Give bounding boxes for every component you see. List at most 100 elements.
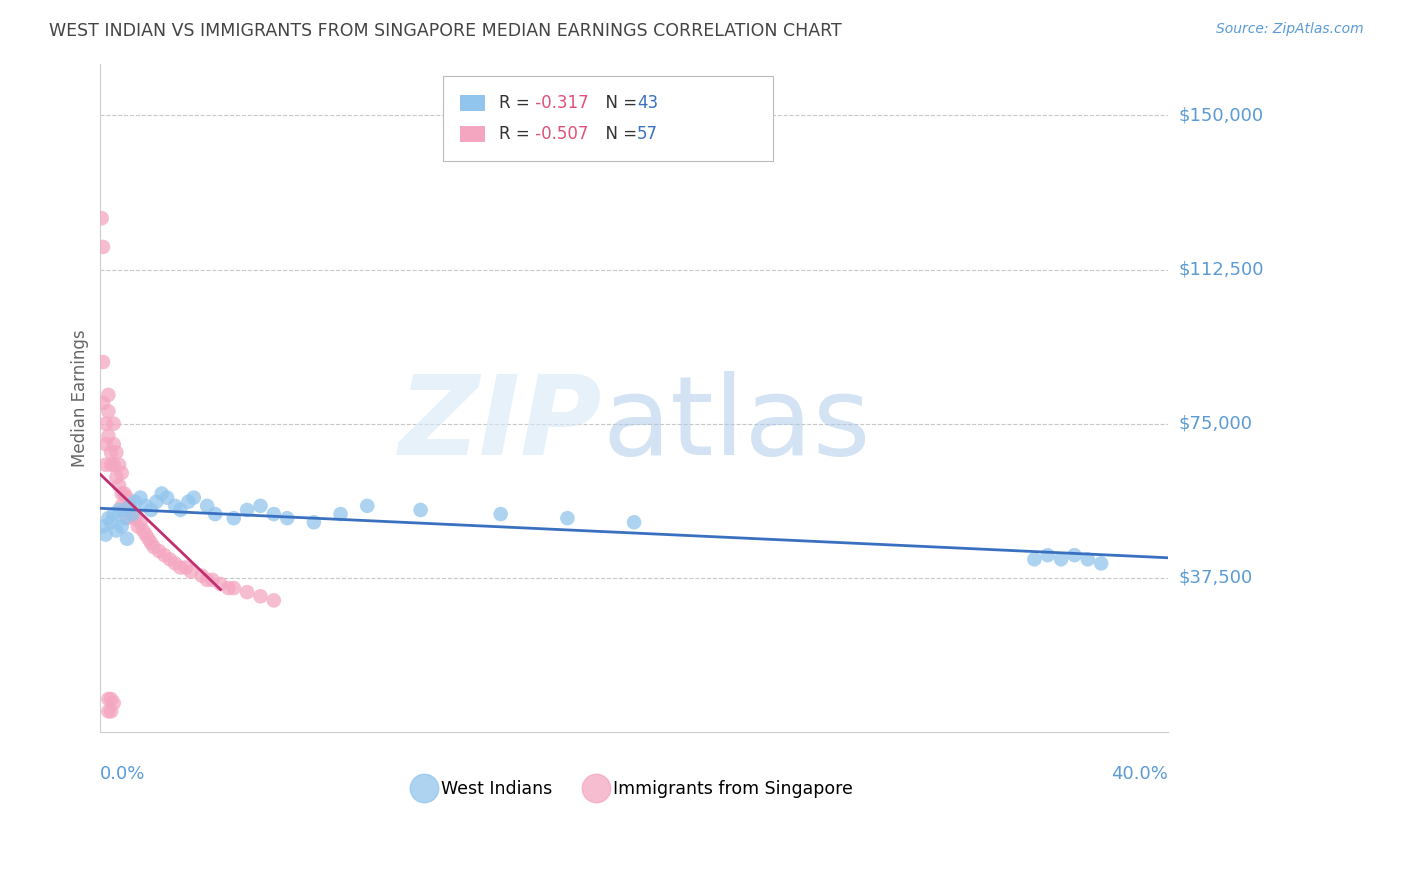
Point	[150, 486, 173, 500]
Point	[103, 507, 125, 521]
Text: 40.0%: 40.0%	[1111, 765, 1168, 783]
Text: N =: N =	[595, 125, 643, 143]
Text: N =: N =	[595, 94, 643, 112]
Text: 57: 57	[637, 125, 658, 143]
Point	[623, 516, 645, 530]
Text: ZIP: ZIP	[398, 371, 602, 478]
Point	[105, 470, 128, 484]
Point	[111, 466, 134, 480]
Point	[201, 573, 224, 587]
Point	[165, 557, 187, 571]
Y-axis label: Median Earnings: Median Earnings	[72, 329, 89, 467]
Point	[191, 568, 214, 582]
Text: WEST INDIAN VS IMMIGRANTS FROM SINGAPORE MEDIAN EARNINGS CORRELATION CHART: WEST INDIAN VS IMMIGRANTS FROM SINGAPORE…	[49, 22, 842, 40]
Point	[97, 511, 120, 525]
Point	[169, 560, 191, 574]
Point	[1036, 548, 1059, 562]
Point	[169, 503, 191, 517]
Point	[222, 511, 245, 525]
Text: -0.317: -0.317	[530, 94, 589, 112]
Point	[249, 589, 271, 603]
Point	[183, 491, 205, 505]
Point	[111, 499, 134, 513]
Point	[103, 458, 125, 472]
Point	[91, 355, 114, 369]
Point	[263, 593, 285, 607]
Point	[111, 519, 134, 533]
Text: $112,500: $112,500	[1180, 260, 1264, 278]
Text: R =: R =	[499, 94, 536, 112]
Legend: West Indians, Immigrants from Singapore: West Indians, Immigrants from Singapore	[411, 775, 858, 804]
Text: $75,000: $75,000	[1180, 415, 1253, 433]
Point	[180, 565, 202, 579]
Point	[91, 396, 114, 410]
Point	[108, 478, 131, 492]
Point	[489, 507, 512, 521]
Point	[115, 532, 138, 546]
Point	[129, 491, 152, 505]
Point	[159, 552, 181, 566]
Point	[97, 692, 120, 706]
Point	[222, 581, 245, 595]
Point	[97, 388, 120, 402]
Point	[100, 704, 122, 718]
Point	[124, 495, 146, 509]
Point	[209, 577, 232, 591]
Point	[121, 507, 143, 521]
Text: $37,500: $37,500	[1180, 569, 1253, 587]
Text: $150,000: $150,000	[1180, 106, 1264, 124]
Point	[115, 511, 138, 525]
Point	[1063, 548, 1085, 562]
Point	[195, 573, 218, 587]
Point	[118, 499, 141, 513]
Point	[129, 516, 152, 530]
Point	[195, 499, 218, 513]
Point	[91, 519, 114, 533]
Point	[329, 507, 352, 521]
Point	[100, 445, 122, 459]
Point	[409, 503, 432, 517]
Point	[356, 499, 378, 513]
Text: -0.507: -0.507	[530, 125, 589, 143]
Point	[145, 495, 167, 509]
Point	[124, 511, 146, 525]
Text: 43: 43	[637, 94, 658, 112]
Point	[204, 507, 226, 521]
Point	[108, 458, 131, 472]
Point	[94, 527, 117, 541]
Point	[153, 548, 176, 562]
Point	[100, 458, 122, 472]
Point	[112, 503, 135, 517]
Point	[105, 524, 128, 538]
Point	[177, 495, 200, 509]
Point	[94, 417, 117, 431]
Point	[1024, 552, 1046, 566]
Point	[127, 519, 149, 533]
Point	[236, 503, 259, 517]
Text: atlas: atlas	[602, 371, 870, 478]
Point	[118, 499, 141, 513]
Text: R =: R =	[499, 125, 536, 143]
Point	[97, 429, 120, 443]
Point	[111, 486, 134, 500]
Point	[276, 511, 298, 525]
Point	[90, 211, 112, 226]
Point	[108, 503, 131, 517]
Point	[100, 692, 122, 706]
Point	[1077, 552, 1099, 566]
Point	[135, 499, 157, 513]
Point	[112, 511, 135, 525]
Point	[103, 696, 125, 710]
Point	[148, 544, 170, 558]
Point	[138, 532, 160, 546]
Point	[94, 458, 117, 472]
Point	[115, 491, 138, 505]
Point	[100, 516, 122, 530]
Point	[217, 581, 239, 595]
Point	[105, 445, 128, 459]
Point	[103, 417, 125, 431]
Point	[236, 585, 259, 599]
Point	[121, 507, 143, 521]
Point	[112, 486, 135, 500]
Point	[1090, 557, 1112, 571]
